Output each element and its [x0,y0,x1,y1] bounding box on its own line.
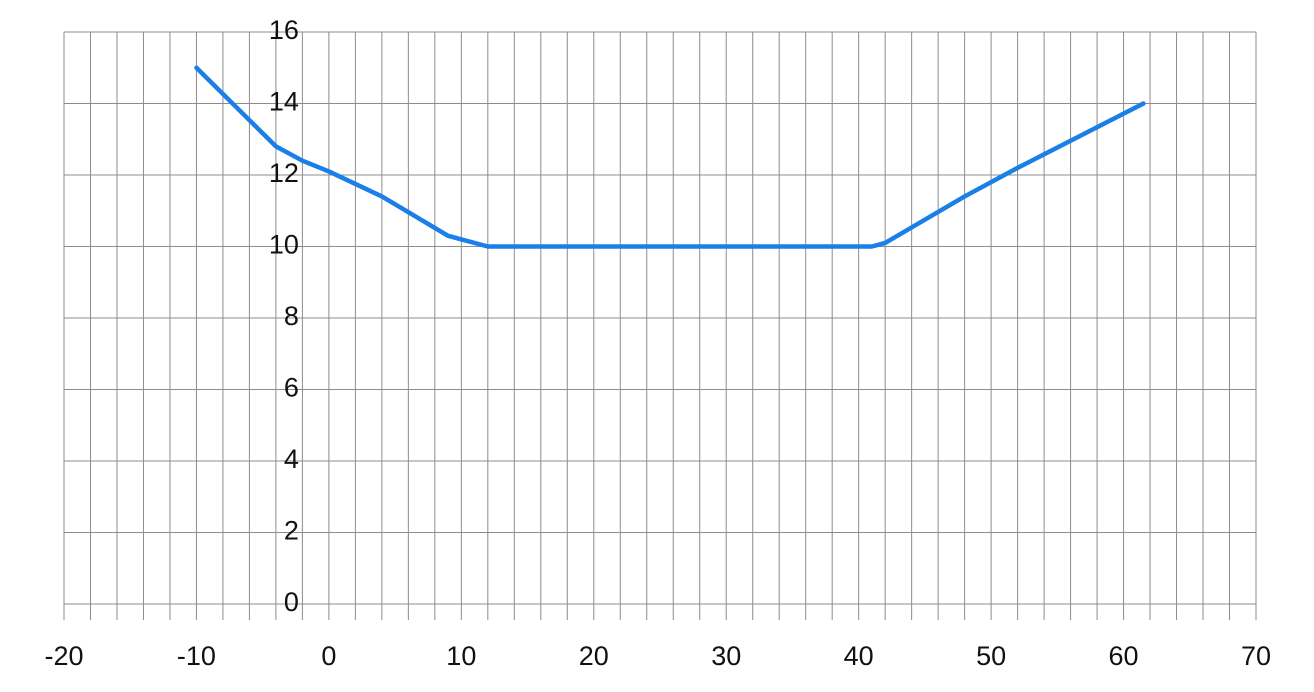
x-tick-label: 50 [976,641,1006,671]
x-tick-label: 70 [1241,641,1271,671]
y-tick-label: 10 [269,230,299,260]
y-tick-label: 8 [284,301,299,331]
x-tick-label: 10 [446,641,476,671]
x-tick-label: 20 [579,641,609,671]
x-tick-label: 40 [844,641,874,671]
x-tick-label: 60 [1109,641,1139,671]
x-tick-label: -10 [177,641,216,671]
y-tick-label: 16 [269,15,299,45]
y-tick-label: 12 [269,158,299,188]
x-tick-label: 0 [321,641,336,671]
line-series [194,65,1146,249]
y-tick-label: 2 [284,516,299,546]
y-tick-label: 4 [284,444,299,474]
x-tick-label: -20 [44,641,83,671]
x-tick-label: 30 [711,641,741,671]
y-tick-label: 14 [269,87,299,117]
y-tick-label: 6 [284,373,299,403]
y-tick-label: 0 [284,587,299,617]
